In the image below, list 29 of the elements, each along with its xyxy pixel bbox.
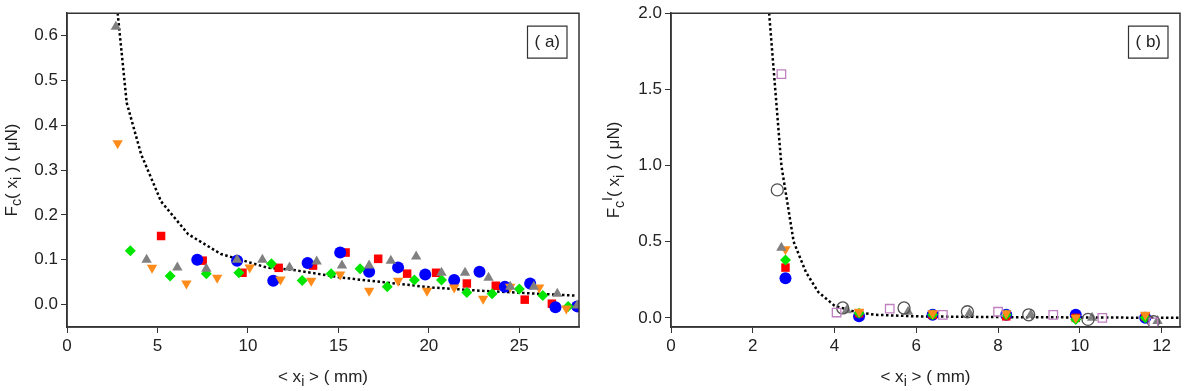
x-tick-label: 0 bbox=[62, 335, 72, 355]
x-axis-title: < x$_{i}$ > ( mm) bbox=[277, 366, 369, 389]
x-tick-label: 2 bbox=[748, 335, 758, 355]
y-tick-label: 0.2 bbox=[34, 204, 58, 224]
x-tick-label: 25 bbox=[509, 335, 529, 355]
x-tick-label: 12 bbox=[1152, 335, 1172, 355]
y-tick-label: 0.6 bbox=[34, 25, 58, 45]
x-tick-label: 10 bbox=[1070, 335, 1090, 355]
y-tick-label: 2.0 bbox=[638, 2, 662, 22]
y-tick-label: 1.5 bbox=[638, 79, 662, 99]
x-axis-title: < x$_{i}$ > ( mm) bbox=[880, 366, 971, 389]
y-tick-label: 0.0 bbox=[638, 307, 662, 327]
y-tick-label: 0.5 bbox=[34, 70, 58, 90]
annotation: ( b) bbox=[1135, 31, 1161, 51]
y-tick-label: 0.4 bbox=[34, 114, 58, 134]
x-tick-label: 8 bbox=[993, 335, 1003, 355]
x-tick-label: 15 bbox=[328, 335, 348, 355]
x-tick-label: 10 bbox=[238, 335, 258, 355]
x-tick-label: 4 bbox=[829, 335, 840, 355]
y-tick-label: 0.5 bbox=[638, 231, 662, 251]
annotation: ( a) bbox=[534, 31, 560, 51]
x-tick-label: 0 bbox=[666, 335, 676, 355]
y-tick-label: 1.0 bbox=[638, 155, 662, 175]
x-tick-label: 5 bbox=[152, 335, 163, 355]
y-tick-label: 0.3 bbox=[34, 159, 58, 179]
x-tick-label: 20 bbox=[419, 335, 439, 355]
x-tick-label: 6 bbox=[911, 335, 922, 355]
y-tick-label: 0.1 bbox=[34, 249, 58, 269]
y-tick-label: 0.0 bbox=[34, 294, 58, 314]
